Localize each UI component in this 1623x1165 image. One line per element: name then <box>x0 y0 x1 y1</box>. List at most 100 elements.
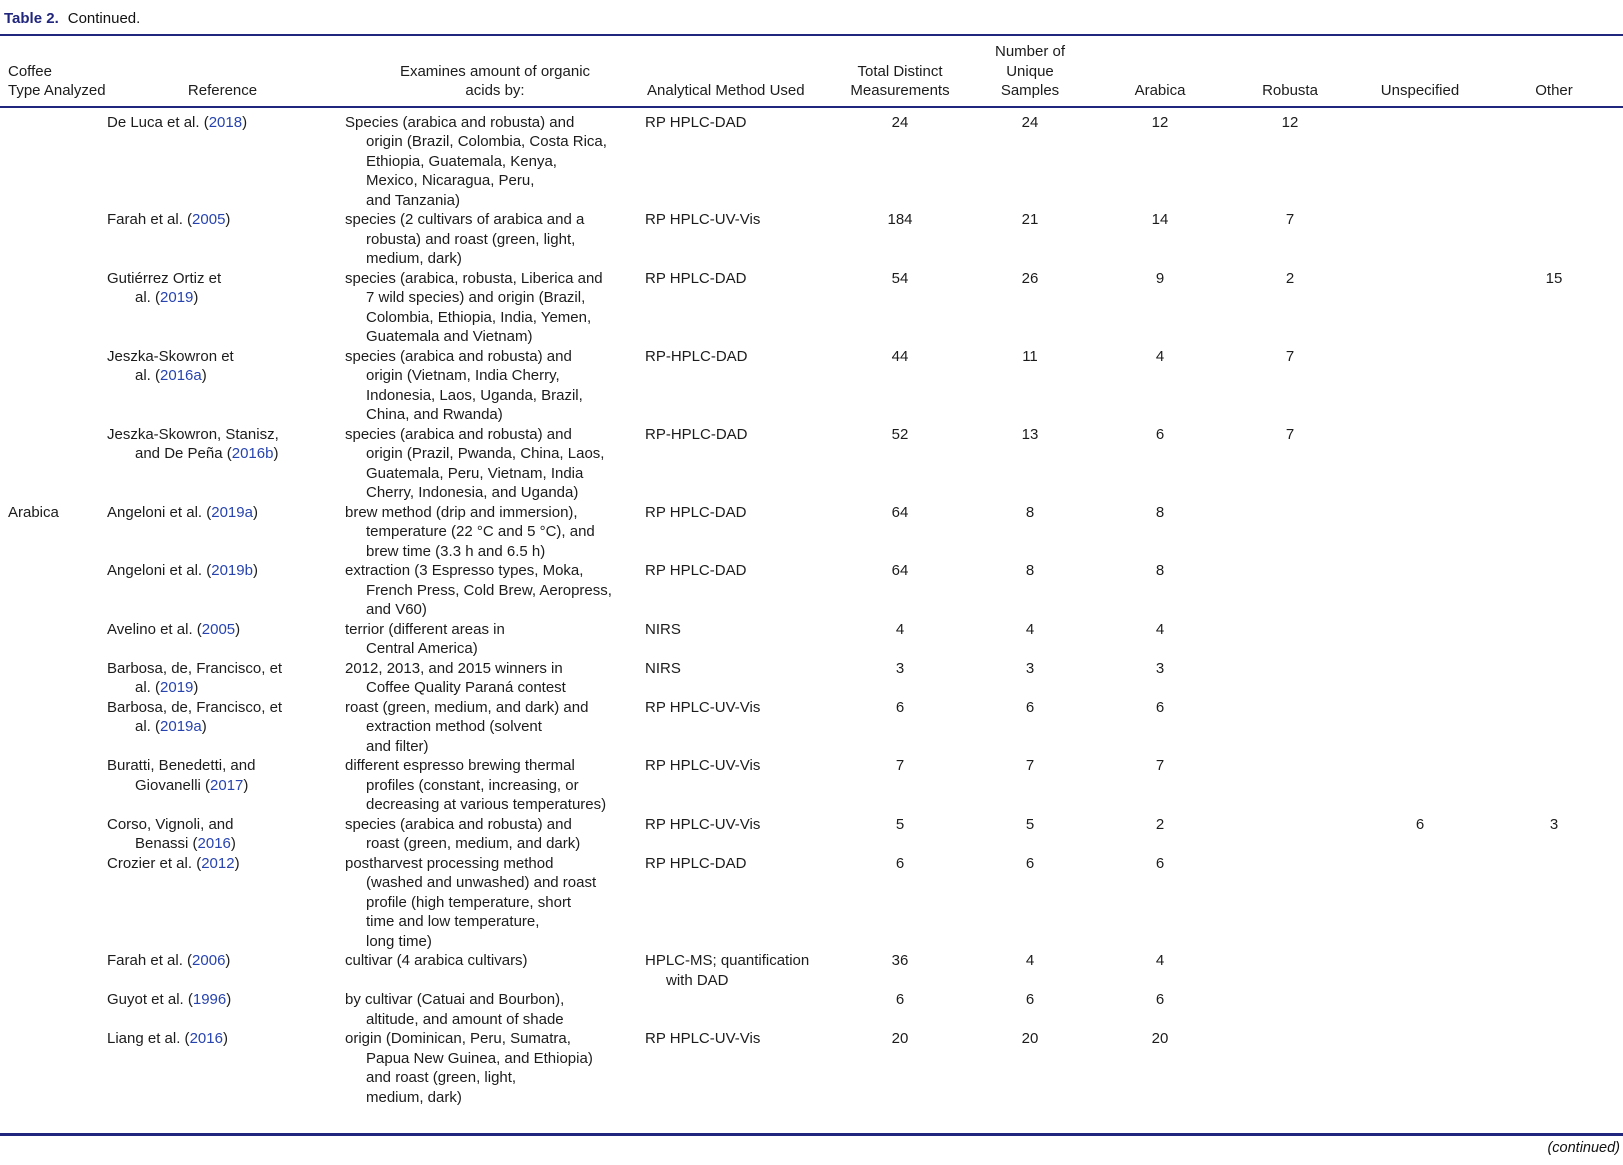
cell-samples: 8 <box>965 503 1095 562</box>
cell-coffee_type <box>0 659 100 698</box>
cell-unspecified <box>1355 698 1485 757</box>
column-header-line: acids by: <box>465 82 525 99</box>
cell-total: 3 <box>835 659 965 698</box>
cell-text-line: Coffee Quality Paraná contest <box>366 679 566 696</box>
column-header-line: Arabica <box>1134 82 1186 99</box>
cell-text-line: 4 <box>1155 620 1165 638</box>
cell-text-line: Benassi (2016) <box>135 835 236 852</box>
citation-year-link[interactable]: 2016 <box>197 835 231 852</box>
cell-other: 15 <box>1485 269 1623 347</box>
citation-year-link[interactable]: 1996 <box>192 991 227 1008</box>
cell-reference: Avelino et al. (2005) <box>100 620 345 659</box>
citation-year-link[interactable]: 2019 <box>160 289 194 306</box>
cell-robusta <box>1225 561 1355 620</box>
citation-year-link[interactable]: 2019b <box>211 562 253 579</box>
cell-text-line: 8 <box>1155 562 1165 579</box>
column-header-line: Measurements <box>850 82 950 99</box>
cell-text-line: 20 <box>1021 1030 1039 1047</box>
cell-coffee_type <box>0 951 100 990</box>
cell-arabica: 9 <box>1095 269 1225 347</box>
cell-other <box>1485 503 1623 562</box>
cell-text-line: species (arabica and robusta) and <box>345 425 572 443</box>
cell-text-line: long time) <box>366 932 432 950</box>
cell-text-line: 24 <box>1021 113 1039 131</box>
citation-year-link[interactable]: 2005 <box>201 620 236 638</box>
cell-text-line: by cultivar (Catuai and Bourbon), <box>345 991 565 1008</box>
cell-examines: 2012, 2013, and 2015 winners in Coffee Qu… <box>345 659 645 698</box>
cell-text-line: roast (green, medium, and dark) <box>366 835 581 852</box>
cell-text-line: Guatemala and Vietnam) <box>366 328 533 345</box>
cell-arabica: 3 <box>1095 659 1225 698</box>
cell-reference: Farah et al. (2005) <box>100 210 345 269</box>
column-header-other: Other <box>1485 36 1623 108</box>
cell-text-line: 6 <box>1025 698 1035 716</box>
citation-year-link[interactable]: 2016 <box>189 1030 223 1047</box>
citation-year-link[interactable]: 2006 <box>192 952 226 969</box>
cell-samples: 20 <box>965 1029 1095 1135</box>
cell-text-line: brew method (drip and immersion), <box>345 503 578 521</box>
cell-text-line: RP HPLC-UV-Vis <box>645 757 761 774</box>
citation-year-link[interactable]: 2019 <box>160 679 194 696</box>
cell-text-line: extraction (3 Espresso types, Moka, <box>345 562 584 579</box>
cell-text-line: time and low temperature, <box>366 913 540 930</box>
cell-other <box>1485 561 1623 620</box>
citation-year-link[interactable]: 2019a <box>160 718 202 735</box>
cell-text-line: RP HPLC-UV-Vis <box>645 698 761 716</box>
table-row: De Luca et al. (2018) Species (arabica an… <box>0 107 1623 211</box>
cell-text-line: and filter) <box>366 737 429 755</box>
column-header-method: Analytical Method Used <box>645 36 835 108</box>
column-header-total: Total Distinct Measurements <box>835 36 965 108</box>
cell-text-line: 2012, 2013, and 2015 winners in <box>345 659 563 677</box>
citation-year-link[interactable]: 2005 <box>192 211 226 228</box>
cell-text-line: and De Peña (2016b) <box>135 445 279 462</box>
citation-year-link[interactable]: 2019a <box>211 503 253 521</box>
cell-other: 3 <box>1485 815 1623 854</box>
cell-samples: 5 <box>965 815 1095 854</box>
cell-total: 4 <box>835 620 965 659</box>
cell-other <box>1485 756 1623 815</box>
cell-total: 20 <box>835 1029 965 1135</box>
cell-reference: Angeloni et al. (2019b) <box>100 561 345 620</box>
cell-robusta: 7 <box>1225 347 1355 425</box>
cell-text-line: postharvest processing method <box>345 854 554 872</box>
cell-text-line: 15 <box>1545 269 1563 287</box>
cell-text-line: robusta) and roast (green, light, <box>366 230 576 248</box>
cell-other <box>1485 951 1623 990</box>
cell-samples: 4 <box>965 951 1095 990</box>
continued-note: (continued) <box>1547 1140 1620 1156</box>
cell-robusta: 2 <box>1225 269 1355 347</box>
cell-samples: 6 <box>965 854 1095 952</box>
cell-method: RP HPLC-UV-Vis <box>645 698 835 757</box>
cell-method: HPLC-MS; quantification with DAD <box>645 951 835 990</box>
cell-unspecified <box>1355 620 1485 659</box>
citation-year-link[interactable]: 2017 <box>210 776 244 794</box>
cell-samples: 24 <box>965 107 1095 211</box>
column-header-line: Examines amount of organic <box>399 62 591 80</box>
citation-year-link[interactable]: 2012 <box>201 854 235 872</box>
cell-text-line: 12 <box>1151 113 1169 131</box>
cell-text-line: 7 <box>895 757 905 774</box>
cell-coffee_type <box>0 698 100 757</box>
cell-text-line: Angeloni et al. (2019a) <box>107 503 258 521</box>
cell-text-line: brew time (3.3 h and 6.5 h) <box>366 542 546 560</box>
column-header-robusta: Robusta <box>1225 36 1355 108</box>
cell-examines: cultivar (4 arabica cultivars) <box>345 951 645 990</box>
cell-text-line: 6 <box>1025 854 1035 872</box>
column-header-examines: Examines amount of organic acids by: <box>345 36 645 108</box>
cell-robusta: 12 <box>1225 107 1355 211</box>
cell-text-line: Farah et al. (2005) <box>107 211 231 228</box>
cell-coffee_type <box>0 425 100 503</box>
column-header-arabica: Arabica <box>1095 36 1225 108</box>
cell-text-line: RP HPLC-DAD <box>645 503 747 521</box>
cell-text-line: Colombia, Ethiopia, India, Yemen, <box>366 308 592 326</box>
cell-text-line: RP-HPLC-DAD <box>645 347 748 365</box>
cell-text-line: Central America) <box>366 640 478 657</box>
cell-unspecified <box>1355 951 1485 990</box>
citation-year-link[interactable]: 2016a <box>160 367 202 384</box>
cell-text-line: origin (Prazil, Pwanda, China, Laos, <box>366 445 605 462</box>
citation-year-link[interactable]: 2016b <box>231 445 274 462</box>
table-caption-continued: Continued. <box>67 10 141 27</box>
citation-year-link[interactable]: 2018 <box>208 113 243 131</box>
cell-text-line: 8 <box>1155 503 1165 521</box>
cell-total: 6 <box>835 990 965 1029</box>
